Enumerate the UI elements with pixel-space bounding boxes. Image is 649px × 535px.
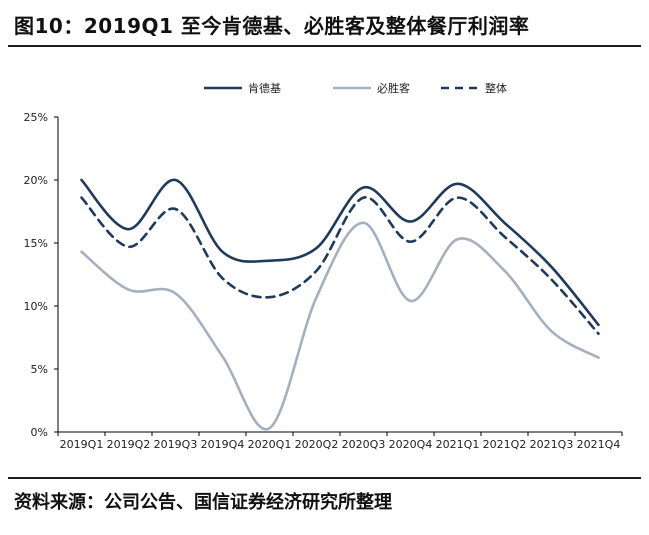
data-point-pizzahut (362, 222, 364, 224)
x-tick-label: 2020Q3 (342, 438, 386, 451)
data-point-kfc (456, 183, 458, 185)
data-point-pizzahut (315, 296, 317, 298)
title-divider (8, 45, 641, 47)
data-point-overall (315, 270, 317, 272)
x-tick-label: 2019Q3 (154, 438, 198, 451)
x-axis: 2019Q1 2019Q2 2019Q3 2019Q4 2020Q1 2020Q2 2020… (57, 431, 623, 451)
x-tick-label: 2020Q2 (295, 438, 339, 451)
data-point-kfc (597, 324, 599, 326)
data-point-pizzahut (503, 270, 505, 272)
legend-label-kfc: 肯德基 (248, 81, 281, 95)
y-tick-label: 15% (24, 237, 48, 250)
data-point-pizzahut (268, 427, 270, 429)
data-point-overall (362, 196, 364, 198)
data-point-kfc (550, 266, 552, 268)
x-tick-label: 2021Q2 (483, 438, 527, 451)
data-point-overall (127, 246, 129, 248)
series-line-kfc (80, 178, 600, 327)
data-point-overall (80, 196, 82, 198)
y-tick-label: 5% (31, 363, 48, 376)
data-point-kfc (174, 179, 176, 181)
data-point-kfc (80, 179, 82, 181)
data-point-overall (597, 333, 599, 335)
data-point-kfc (127, 228, 129, 230)
x-tick-label: 2019Q2 (107, 438, 151, 451)
x-tick-label: 2020Q1 (248, 438, 292, 451)
data-point-kfc (503, 222, 505, 224)
data-point-pizzahut (409, 300, 411, 302)
data-point-kfc (362, 186, 364, 188)
legend: 肯德基 必胜客 整体 (204, 81, 507, 95)
y-tick-label: 20% (24, 174, 48, 187)
x-tick-label: 2021Q3 (530, 438, 574, 451)
chart-title: 图10：2019Q1 至今肯德基、必胜客及整体餐厅利润率 (14, 14, 530, 38)
series-line-overall (80, 196, 600, 336)
data-point-pizzahut (80, 251, 82, 253)
data-point-overall (503, 236, 505, 238)
x-tick-label: 2019Q1 (60, 438, 104, 451)
data-point-kfc (409, 220, 411, 222)
y-tick-label: 25% (24, 111, 48, 124)
data-point-overall (268, 296, 270, 298)
data-point-pizzahut (597, 356, 599, 358)
data-point-pizzahut (174, 292, 176, 294)
source-note: 资料来源：公司公告、国信证券经济研究所整理 (14, 492, 392, 513)
data-point-kfc (221, 251, 223, 253)
x-tick-label: 2019Q4 (201, 438, 245, 451)
y-tick-label: 10% (24, 300, 48, 313)
data-point-overall (409, 241, 411, 243)
data-point-pizzahut (221, 355, 223, 357)
legend-label-overall: 整体 (485, 81, 507, 95)
data-point-overall (174, 208, 176, 210)
legend-label-pizzahut: 必胜客 (377, 81, 410, 95)
y-tick-label: 0% (31, 426, 48, 439)
line-chart: 肯德基 必胜客 整体 0%5%10%15%20%25% 2019Q1 2019Q2 20… (24, 81, 623, 451)
x-tick-label: 2021Q1 (436, 438, 480, 451)
data-point-overall (550, 278, 552, 280)
data-point-pizzahut (456, 238, 458, 240)
y-axis: 0% 5% 10% 15% 20% 25% (24, 111, 59, 439)
data-point-pizzahut (127, 288, 129, 290)
series-line-pizzahut (80, 221, 600, 431)
data-point-kfc (268, 259, 270, 261)
data-point-overall (221, 277, 223, 279)
source-divider (8, 477, 641, 479)
data-point-kfc (315, 247, 317, 249)
data-point-pizzahut (550, 330, 552, 332)
data-point-overall (456, 196, 458, 198)
x-tick-label: 2020Q4 (389, 438, 433, 451)
series-lines (80, 178, 600, 431)
x-tick-label: 2021Q4 (577, 438, 621, 451)
